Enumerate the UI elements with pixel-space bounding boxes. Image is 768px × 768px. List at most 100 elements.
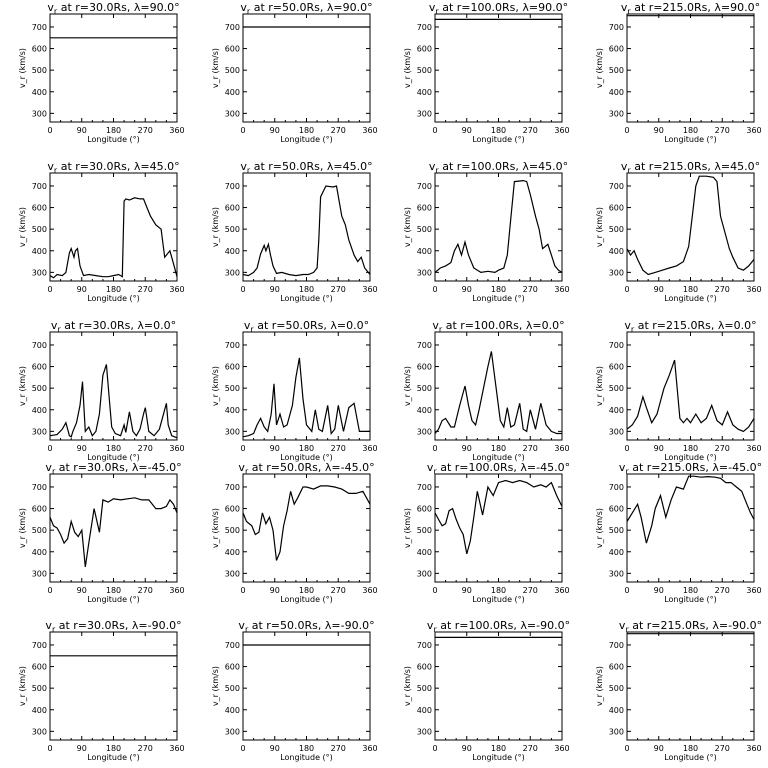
- x-tick-label: 90: [77, 126, 87, 135]
- x-tick-label: 180: [106, 126, 121, 135]
- series-line: [49, 497, 178, 567]
- chart-panel-18: vr at r=50.0Rs, λ=-90.0° 0 90 180 270 360 300 4…: [211, 619, 378, 762]
- y-tick-label: 700: [32, 341, 47, 350]
- chart-title: vr at r=215.0Rs, λ=90.0°: [621, 1, 760, 16]
- chart-panel-9: vr at r=30.0Rs, λ=0.0° 0 90 180 270 360 300 400…: [18, 319, 185, 462]
- x-tick-label: 180: [491, 444, 506, 453]
- x-tick-label: 360: [169, 744, 184, 753]
- x-tick-label: 270: [138, 744, 153, 753]
- title-var: v: [432, 319, 439, 332]
- y-tick-label: 300: [225, 268, 240, 277]
- title-rest: at r=50.0Rs, λ=-45.0°: [248, 461, 374, 474]
- x-axis-label: Longitude (°): [472, 453, 525, 462]
- x-tick-label: 360: [554, 126, 569, 135]
- x-tick-label: 180: [106, 586, 121, 595]
- title-subscript: r: [631, 325, 635, 334]
- y-tick-label: 700: [609, 23, 624, 32]
- y-axis-label: v_r (km/s): [18, 366, 27, 406]
- title-var: v: [621, 1, 628, 14]
- y-tick-label: 400: [225, 548, 240, 557]
- y-axis-label: v_r (km/s): [18, 508, 27, 548]
- x-axis-label: Longitude (°): [87, 595, 140, 604]
- x-tick-label: 360: [362, 744, 377, 753]
- y-tick-label: 500: [32, 66, 47, 75]
- y-axis-label: v_r (km/s): [403, 48, 412, 88]
- y-tick-label: 300: [32, 569, 47, 578]
- y-tick-label: 600: [32, 45, 47, 54]
- x-axis-label: Longitude (°): [87, 453, 140, 462]
- x-tick-label: 270: [523, 444, 538, 453]
- y-tick-label: 500: [225, 526, 240, 535]
- title-var: v: [238, 619, 245, 632]
- x-tick-label: 0: [47, 444, 52, 453]
- x-tick-label: 270: [715, 744, 730, 753]
- x-tick-label: 90: [462, 126, 472, 135]
- plot-frame: [49, 473, 178, 583]
- x-tick-label: 180: [683, 444, 698, 453]
- x-axis-label: Longitude (°): [472, 294, 525, 303]
- chart-title: vr at r=50.0Rs, λ=-45.0°: [238, 461, 374, 476]
- title-subscript: r: [435, 7, 439, 16]
- x-tick-label: 360: [169, 444, 184, 453]
- x-tick-label: 270: [523, 744, 538, 753]
- x-tick-label: 90: [77, 285, 87, 294]
- chart-panel-5: vr at r=30.0Rs, λ=45.0° 0 90 180 270 360 300 40…: [18, 160, 185, 303]
- title-subscript: r: [57, 325, 61, 334]
- chart-panel-7: vr at r=100.0Rs, λ=45.0° 0 90 180 270 360 300 4…: [403, 160, 570, 303]
- title-var: v: [45, 461, 52, 474]
- x-tick-label: 180: [299, 744, 314, 753]
- x-tick-label: 0: [432, 586, 437, 595]
- chart-title: vr at r=215.0Rs, λ=0.0°: [624, 319, 756, 334]
- x-axis-label: Longitude (°): [280, 595, 333, 604]
- y-tick-label: 300: [609, 427, 624, 436]
- chart-panel-1: vr at r=30.0Rs, λ=90.0° 0 90 180 270 360 300 40…: [18, 1, 185, 144]
- y-tick-label: 700: [609, 182, 624, 191]
- x-tick-label: 360: [362, 586, 377, 595]
- y-axis-label: v_r (km/s): [211, 366, 220, 406]
- y-tick-label: 400: [609, 706, 624, 715]
- chart-title: vr at r=50.0Rs, λ=0.0°: [244, 319, 369, 334]
- y-tick-label: 400: [32, 706, 47, 715]
- chart-title: vr at r=30.0Rs, λ=-45.0°: [45, 461, 181, 476]
- chart-panel-14: vr at r=50.0Rs, λ=-45.0° 0 90 180 270 360 300 4…: [211, 461, 378, 604]
- x-tick-label: 180: [299, 586, 314, 595]
- title-var: v: [47, 160, 54, 173]
- series-line: [626, 175, 755, 276]
- y-tick-label: 500: [609, 684, 624, 693]
- y-tick-label: 300: [417, 727, 432, 736]
- y-tick-label: 400: [32, 247, 47, 256]
- x-tick-label: 270: [138, 444, 153, 453]
- y-tick-label: 400: [417, 706, 432, 715]
- y-axis-label: v_r (km/s): [595, 207, 604, 247]
- x-axis-label: Longitude (°): [87, 294, 140, 303]
- x-tick-label: 180: [491, 586, 506, 595]
- y-axis-label: v_r (km/s): [595, 508, 604, 548]
- plot-frame: [242, 172, 371, 282]
- x-tick-label: 360: [746, 285, 761, 294]
- x-axis-label: Longitude (°): [87, 753, 140, 762]
- y-tick-label: 600: [32, 505, 47, 514]
- y-tick-label: 300: [417, 109, 432, 118]
- chart-panel-11: vr at r=100.0Rs, λ=0.0° 0 90 180 270 360 300 40…: [403, 319, 570, 462]
- y-axis-label: v_r (km/s): [595, 366, 604, 406]
- x-tick-label: 90: [462, 444, 472, 453]
- title-var: v: [240, 1, 247, 14]
- x-tick-label: 270: [715, 444, 730, 453]
- chart-title: vr at r=100.0Rs, λ=45.0°: [429, 160, 568, 175]
- y-tick-label: 600: [609, 505, 624, 514]
- x-tick-label: 0: [240, 444, 245, 453]
- x-axis-label: Longitude (°): [472, 135, 525, 144]
- title-subscript: r: [433, 467, 437, 476]
- x-tick-label: 90: [654, 285, 664, 294]
- plot-frame: [242, 13, 371, 123]
- x-tick-label: 90: [270, 285, 280, 294]
- x-tick-label: 180: [683, 586, 698, 595]
- title-var: v: [624, 319, 631, 332]
- y-tick-label: 700: [417, 341, 432, 350]
- x-tick-label: 90: [77, 744, 87, 753]
- y-axis-label: v_r (km/s): [595, 666, 604, 706]
- y-tick-label: 600: [32, 663, 47, 672]
- x-tick-label: 360: [746, 444, 761, 453]
- x-tick-label: 270: [523, 126, 538, 135]
- x-tick-label: 0: [624, 285, 629, 294]
